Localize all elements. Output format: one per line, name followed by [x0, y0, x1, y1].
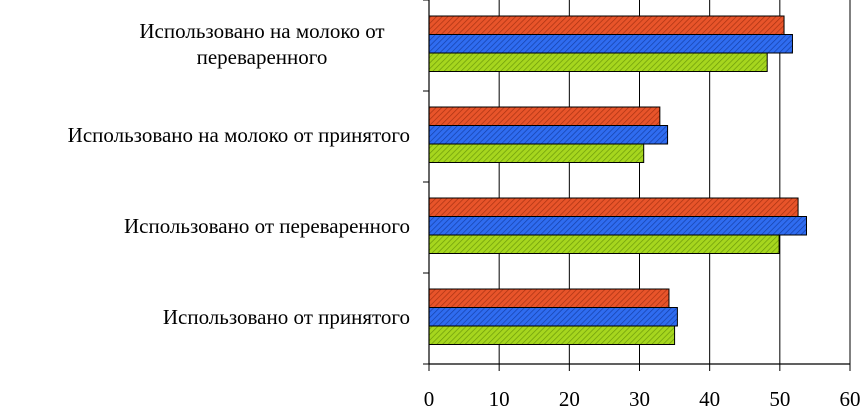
bar [428, 307, 678, 327]
bar [428, 325, 676, 345]
bar [428, 15, 785, 35]
category-label: Использовано от переваренного [124, 214, 410, 238]
bar [428, 234, 780, 254]
x-tick-label: 10 [489, 387, 510, 411]
x-tick-labels: 0 10 20 30 40 50 60 [424, 387, 861, 411]
bar [428, 52, 768, 72]
x-tick-label: 40 [699, 387, 720, 411]
bar [428, 125, 669, 145]
bars [428, 15, 807, 345]
x-tick-label: 50 [769, 387, 790, 411]
bar [428, 197, 799, 217]
bar [428, 143, 645, 163]
category-label: переваренного [197, 45, 328, 69]
category-label: Использовано на молоко от [139, 19, 384, 43]
bar [428, 216, 807, 236]
x-tick-label: 0 [424, 387, 435, 411]
bar [428, 288, 670, 308]
x-tick-label: 20 [559, 387, 580, 411]
bar [428, 106, 661, 126]
category-label: Использовано на молоко от принятого [68, 123, 410, 147]
x-tick-label: 60 [840, 387, 861, 411]
axes [423, 0, 851, 371]
category-label: Использовано от принятого [163, 305, 410, 329]
x-tick-label: 30 [629, 387, 650, 411]
bar [428, 34, 793, 54]
